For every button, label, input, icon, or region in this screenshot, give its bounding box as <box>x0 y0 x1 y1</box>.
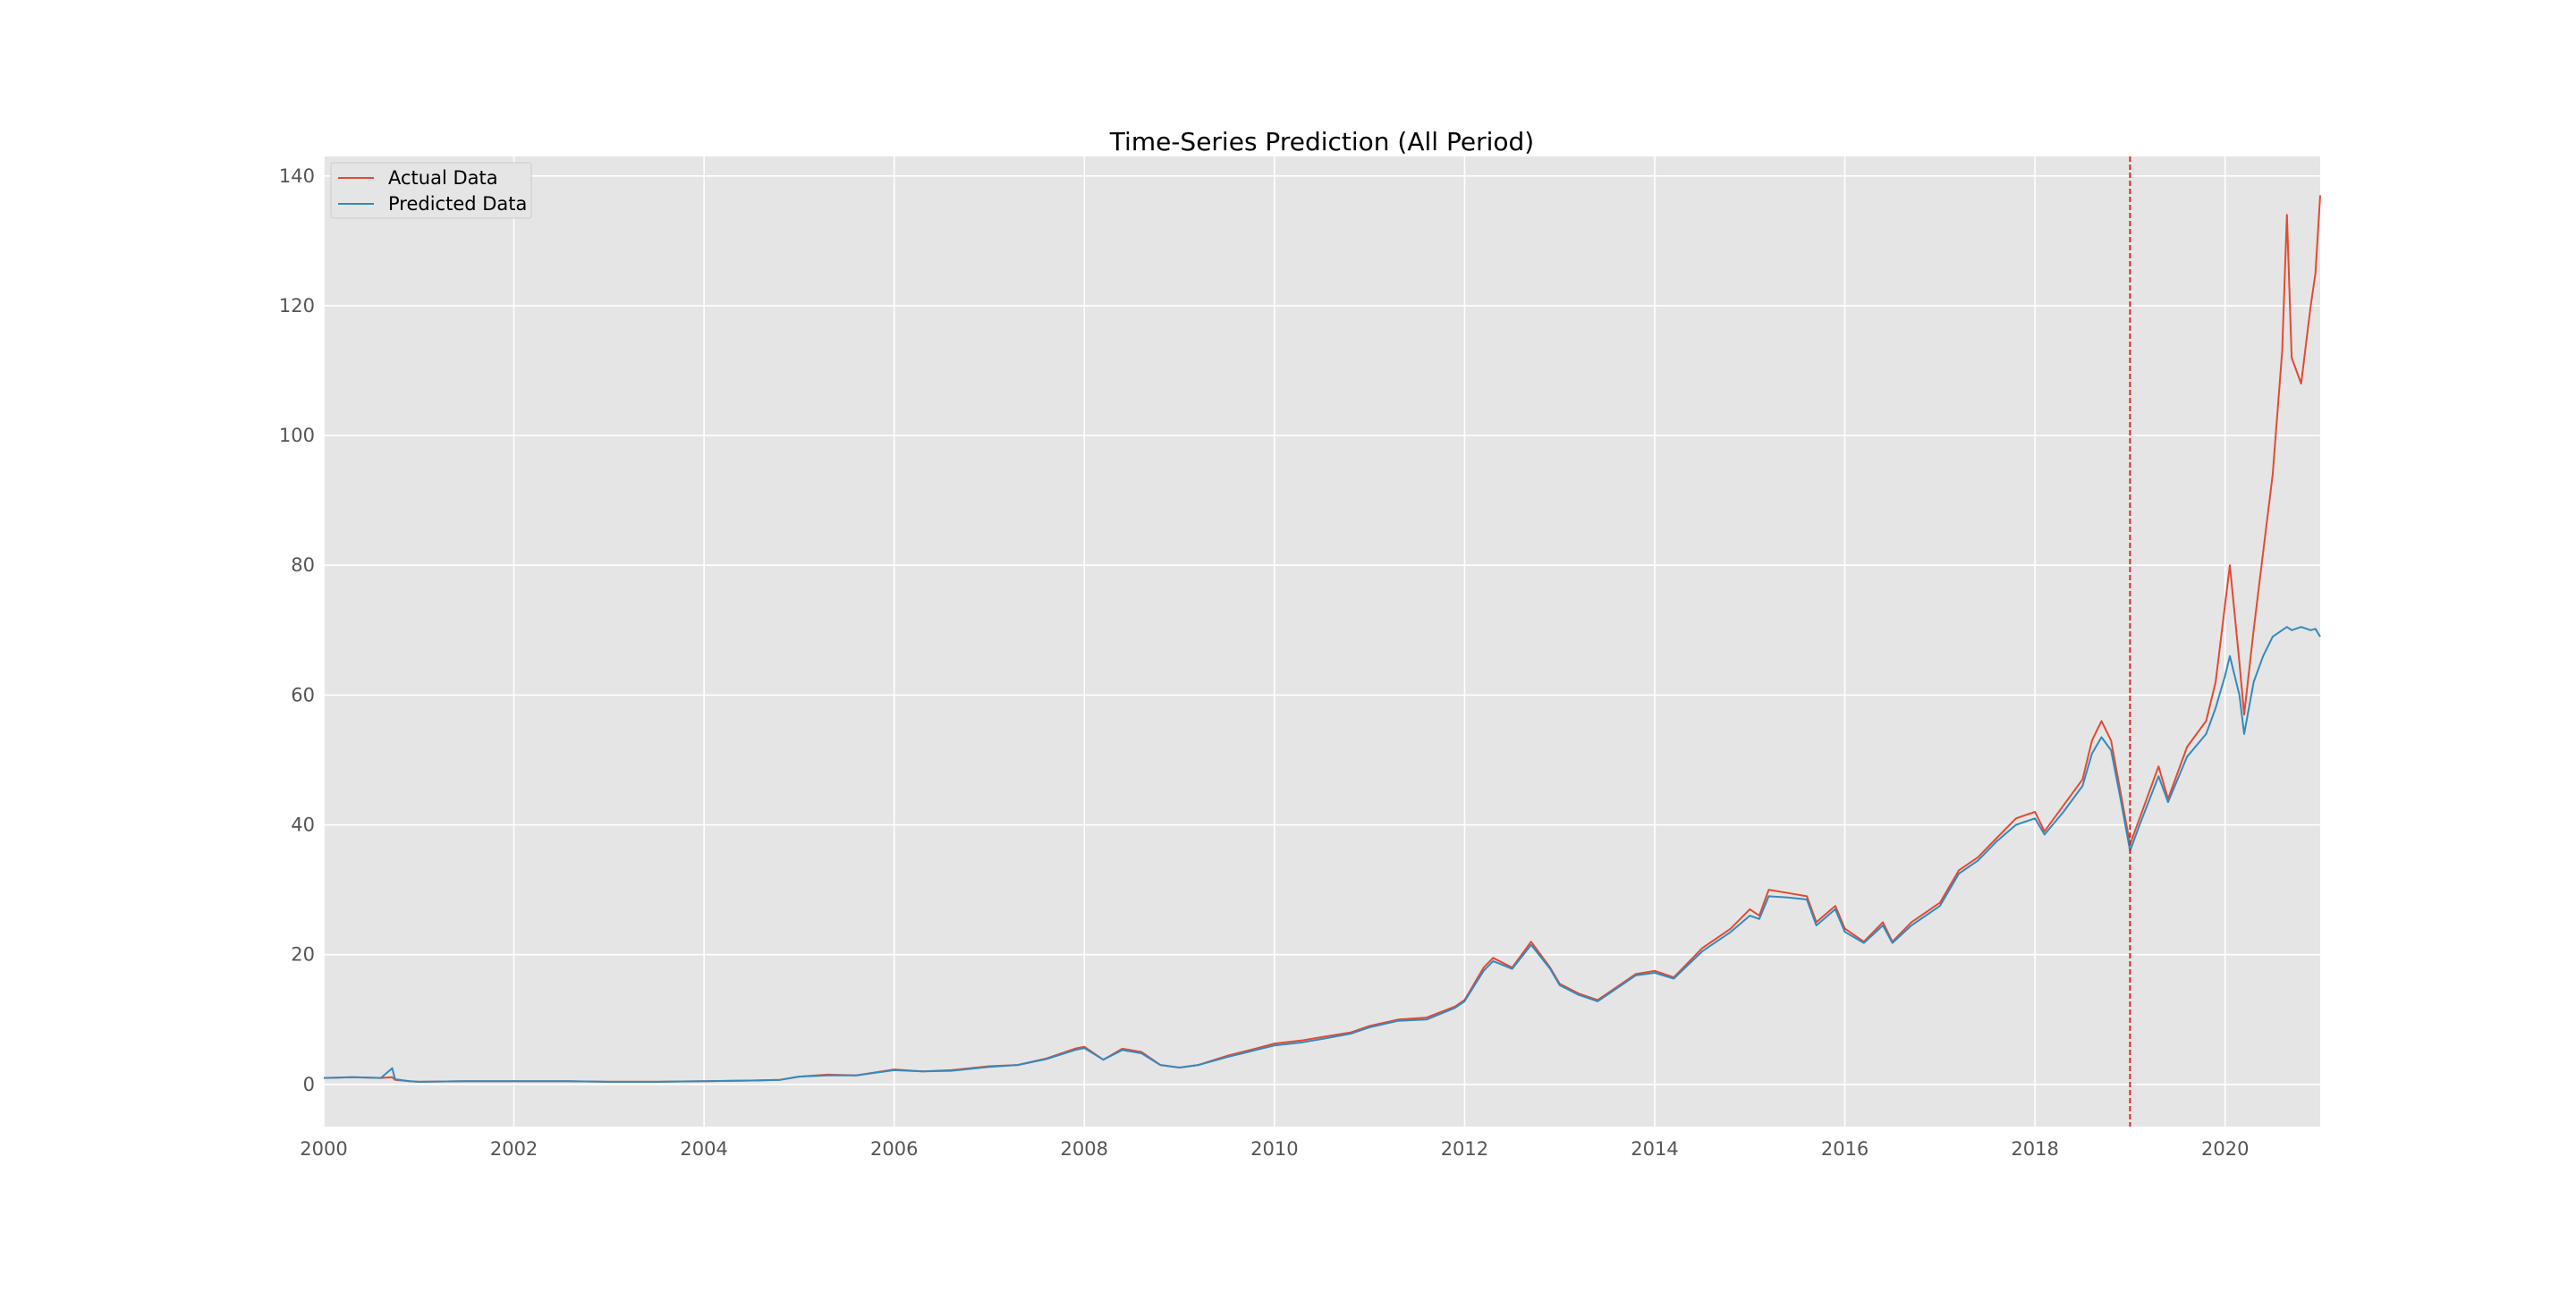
y-tick-label: 60 <box>291 684 315 705</box>
x-tick-label: 2020 <box>2201 1138 2249 1160</box>
y-axis-ticks: 0 20 40 60 80 100 120 140 <box>279 165 315 1095</box>
x-tick-label: 2014 <box>1631 1138 1678 1160</box>
series-line-predicted <box>323 626 2321 1083</box>
y-tick-label: 80 <box>291 554 315 576</box>
x-tick-label: 2018 <box>2011 1138 2058 1160</box>
x-tick-label: 2006 <box>870 1138 918 1160</box>
legend-label-actual: Actual Data <box>388 167 498 189</box>
legend-box <box>330 162 532 219</box>
legend[interactable]: Actual Data Predicted Data <box>330 162 532 219</box>
x-tick-label: 2008 <box>1061 1138 1108 1160</box>
x-axis-ticks: 2000 2002 2004 2006 2008 2010 2012 2014 2016 2018… <box>300 1138 2249 1160</box>
y-tick-label: 140 <box>279 165 315 187</box>
series-layer <box>323 195 2321 1083</box>
y-tick-label: 100 <box>279 425 315 446</box>
x-tick-label: 2004 <box>680 1138 727 1160</box>
y-tick-label: 20 <box>291 944 315 966</box>
y-tick-label: 0 <box>303 1074 315 1095</box>
grid-lines <box>323 156 2320 1127</box>
legend-label-predicted: Predicted Data <box>388 193 527 215</box>
x-tick-label: 2016 <box>1821 1138 1868 1160</box>
x-tick-label: 2000 <box>300 1138 347 1160</box>
x-tick-label: 2012 <box>1441 1138 1488 1160</box>
y-tick-label: 120 <box>279 295 315 317</box>
x-tick-label: 2002 <box>490 1138 538 1160</box>
plot-background <box>324 156 2320 1127</box>
y-tick-label: 40 <box>291 815 315 836</box>
chart-title: Time-Series Prediction (All Period) <box>1109 127 1534 156</box>
x-tick-label: 2010 <box>1250 1138 1298 1160</box>
